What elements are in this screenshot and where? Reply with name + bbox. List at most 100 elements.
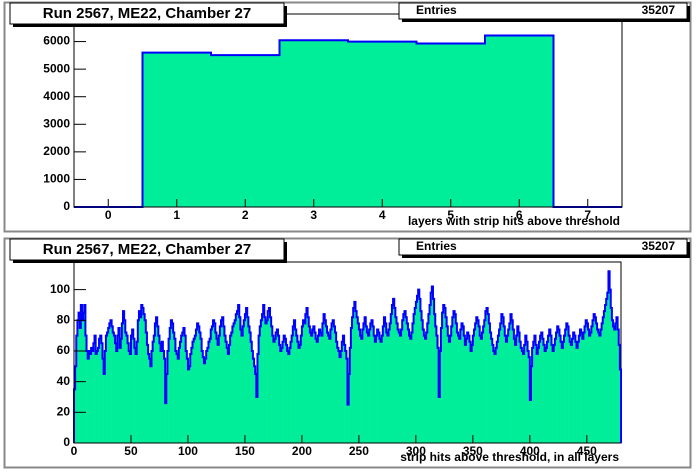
histogram-bar bbox=[597, 329, 599, 443]
histogram-bar bbox=[385, 323, 387, 443]
histogram-bar bbox=[486, 308, 488, 443]
histogram-bar bbox=[389, 323, 392, 443]
histogram-bar bbox=[336, 341, 338, 443]
histogram-bar bbox=[207, 347, 209, 443]
histogram-bar bbox=[197, 323, 199, 443]
x-tick-label: 300 bbox=[406, 444, 426, 458]
histogram-bar bbox=[289, 347, 291, 443]
histogram-bar bbox=[104, 350, 107, 443]
histogram-bar bbox=[184, 335, 186, 443]
histogram-bar bbox=[505, 341, 508, 443]
histogram-bar bbox=[471, 344, 474, 443]
histogram-bar bbox=[208, 341, 210, 443]
histogram-bar bbox=[561, 347, 564, 443]
histogram-bar bbox=[393, 298, 395, 443]
histogram-bar bbox=[527, 350, 529, 443]
histogram-bar bbox=[473, 329, 476, 443]
histogram-bar bbox=[210, 329, 213, 443]
histogram-bar bbox=[80, 304, 83, 443]
histogram-bar bbox=[166, 373, 168, 443]
histogram-bar bbox=[224, 335, 226, 443]
histogram-bar bbox=[100, 335, 102, 443]
histogram-bar bbox=[407, 329, 410, 443]
histogram-bar bbox=[234, 320, 237, 443]
histogram-bar bbox=[314, 332, 316, 443]
histogram-bar bbox=[450, 335, 452, 443]
stats-label: Entries bbox=[416, 3, 457, 17]
histogram-bar bbox=[508, 329, 510, 443]
histogram-bar bbox=[93, 343, 95, 443]
histogram-bar bbox=[537, 347, 540, 443]
histogram-bar bbox=[569, 341, 572, 443]
stats-box bbox=[398, 2, 688, 20]
histogram-bar bbox=[364, 317, 367, 443]
histogram-bar bbox=[608, 271, 610, 443]
histogram-bar bbox=[126, 335, 128, 443]
histogram-bar bbox=[447, 335, 450, 443]
histogram-bar bbox=[293, 320, 296, 443]
histogram-bar bbox=[369, 329, 371, 443]
histogram-bar bbox=[275, 332, 278, 443]
histogram-bar bbox=[567, 326, 569, 443]
histogram-bar bbox=[129, 354, 132, 443]
histogram-bar bbox=[268, 308, 271, 443]
histogram-bar bbox=[174, 338, 176, 443]
histogram-bar bbox=[221, 320, 223, 443]
histogram-bar bbox=[602, 317, 605, 443]
histogram-bar bbox=[387, 335, 389, 443]
histogram-bar bbox=[198, 326, 200, 443]
histogram-bar bbox=[342, 335, 345, 443]
histogram-bar bbox=[176, 354, 179, 443]
histogram-bar bbox=[109, 323, 111, 443]
histogram-bar bbox=[558, 329, 560, 443]
histogram-bar bbox=[248, 326, 250, 443]
histogram-bar bbox=[500, 323, 502, 443]
histogram-bar bbox=[162, 350, 165, 443]
histogram-bar bbox=[247, 317, 249, 443]
histogram-bar bbox=[543, 344, 545, 443]
title-box bbox=[9, 238, 285, 261]
histogram-bar bbox=[339, 357, 341, 443]
histogram-bar bbox=[97, 347, 100, 443]
histogram-bar bbox=[213, 320, 215, 443]
histogram-bar bbox=[424, 338, 427, 443]
histogram-bar bbox=[326, 332, 329, 443]
histogram-bar bbox=[603, 311, 606, 443]
histogram-bar bbox=[85, 335, 87, 443]
histogram-bar bbox=[589, 335, 591, 443]
histogram-bar bbox=[370, 323, 372, 443]
histogram-bar bbox=[592, 320, 594, 443]
histogram-bar bbox=[538, 341, 541, 443]
histogram-bar bbox=[84, 304, 86, 443]
histogram-bar bbox=[411, 332, 413, 443]
histogram-bar bbox=[75, 366, 77, 443]
histogram-bar bbox=[117, 335, 119, 443]
histogram-bar bbox=[559, 335, 561, 443]
y-tick-label: 5000 bbox=[43, 61, 70, 75]
histogram-bar bbox=[231, 332, 233, 443]
histogram-bar bbox=[570, 344, 573, 443]
histogram-bar bbox=[615, 323, 617, 443]
histogram-bar bbox=[586, 323, 589, 443]
histogram-bar bbox=[583, 332, 585, 443]
histogram-bar bbox=[548, 335, 550, 443]
histogram-bar bbox=[195, 329, 198, 443]
histogram-bar bbox=[258, 335, 261, 443]
histogram-bar bbox=[266, 320, 269, 443]
chart-title: Run 2567, ME22, Chamber 27 bbox=[43, 241, 251, 258]
histogram-bar bbox=[402, 320, 404, 443]
histogram-bar bbox=[153, 335, 156, 443]
histogram-bar bbox=[607, 292, 609, 443]
y-tick-label: 80 bbox=[57, 312, 71, 326]
histogram-bar bbox=[228, 344, 231, 443]
histogram-bar bbox=[390, 314, 393, 443]
y-tick-label: 1000 bbox=[43, 172, 70, 186]
histogram-bar bbox=[584, 326, 586, 443]
histogram-bar bbox=[358, 329, 361, 443]
histogram-bar bbox=[251, 350, 254, 443]
histogram-bar bbox=[140, 317, 142, 443]
histogram-bar bbox=[159, 343, 161, 443]
histogram-bar bbox=[469, 341, 471, 443]
histogram-bar bbox=[435, 326, 437, 443]
